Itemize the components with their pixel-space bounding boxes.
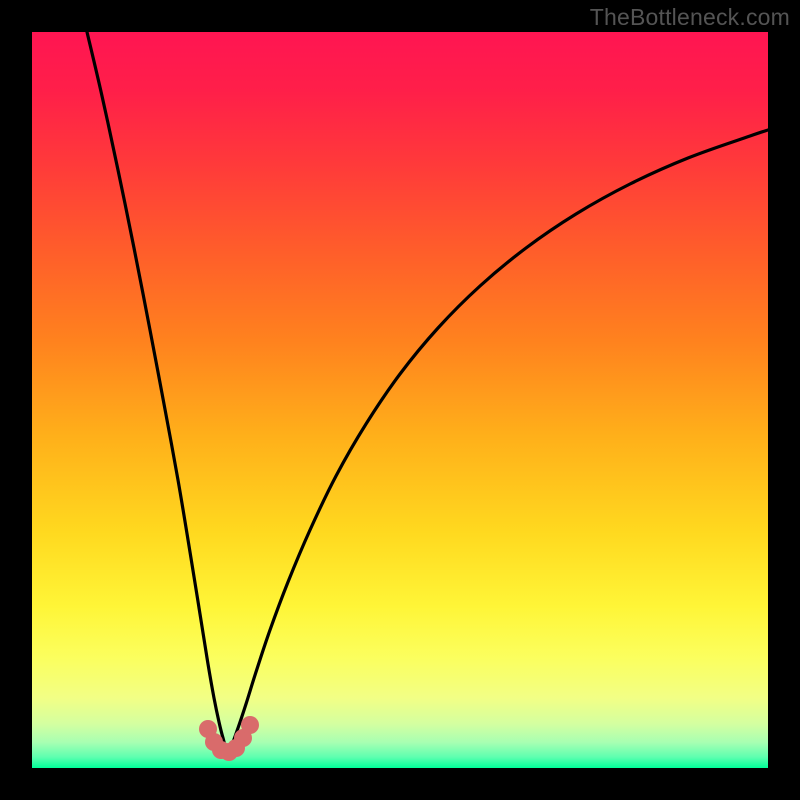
plot-area — [32, 32, 768, 768]
highlight-dots — [199, 716, 259, 761]
bottleneck-curve — [32, 32, 768, 768]
watermark-text: TheBottleneck.com — [590, 4, 790, 31]
